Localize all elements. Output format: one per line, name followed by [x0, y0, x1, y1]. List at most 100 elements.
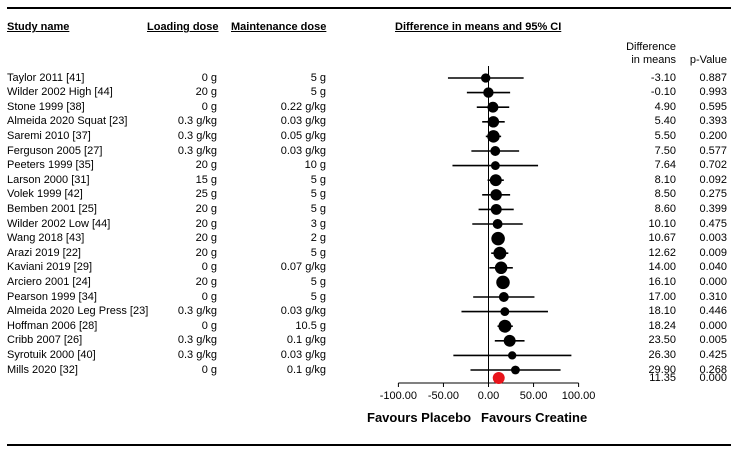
study-name: Wilder 2002 High [44] [7, 86, 113, 99]
x-tick-label: 0.00 [478, 390, 499, 402]
maintenance-dose: 5 g [310, 275, 326, 288]
study-point [490, 161, 500, 171]
maintenance-dose: 0.07 g/kg [280, 261, 326, 274]
difference-in-means: -0.10 [650, 86, 676, 99]
study-name: Bemben 2001 [25] [7, 202, 97, 215]
difference-in-means: 10.67 [648, 232, 676, 245]
difference-in-means: 7.50 [654, 144, 676, 157]
difference-in-means: 29.90 [648, 363, 676, 376]
header-loading-dose: Loading dose [147, 21, 219, 33]
header-plot-title: Difference in means and 95% CI [395, 21, 562, 33]
study-point [490, 189, 502, 201]
study-point [491, 231, 505, 246]
study-name: Almeida 2020 Squat [23] [7, 115, 128, 128]
study-name: Volek 1999 [42] [7, 188, 83, 201]
maintenance-dose: 10.5 g [295, 319, 326, 332]
p-value: 0.268 [699, 363, 727, 376]
study-point [487, 130, 500, 143]
p-value: 0.425 [699, 348, 727, 361]
difference-in-means: 8.50 [654, 188, 676, 201]
study-name: Stone 1999 [38] [7, 100, 85, 113]
maintenance-dose: 0.05 g/kg [280, 129, 326, 142]
maintenance-dose: 0.1 g/kg [286, 334, 326, 347]
loading-dose: 20 g [195, 202, 217, 215]
maintenance-dose: 5 g [310, 173, 326, 186]
p-value: 0.393 [699, 115, 727, 128]
p-value: 0.000 [699, 275, 727, 288]
p-value: 0.009 [699, 246, 727, 259]
study-point [483, 87, 494, 98]
p-value: 0.092 [699, 173, 727, 186]
loading-dose: 0.3 g/kg [177, 115, 217, 128]
difference-in-means: 8.10 [654, 173, 676, 186]
maintenance-dose: 0.03 g/kg [280, 115, 326, 128]
pooled-estimate-point [492, 372, 505, 384]
study-point [508, 351, 517, 360]
study-name: Hoffman 2006 [28] [7, 319, 98, 332]
loading-dose: 20 g [195, 232, 217, 245]
summary-difference: 11.35 [649, 371, 676, 384]
study-point [487, 116, 500, 128]
summary-p-value: 0.000 [699, 371, 727, 384]
p-value: 0.040 [699, 261, 727, 274]
p-value: 0.005 [699, 334, 727, 347]
loading-dose: 0 g [201, 363, 217, 376]
study-name: Ferguson 2005 [27] [7, 144, 103, 157]
maintenance-dose: 5 g [310, 246, 326, 259]
study-point [500, 307, 510, 317]
loading-dose: 0.3 g/kg [177, 129, 217, 142]
study-name: Wilder 2002 Low [44] [7, 217, 111, 230]
p-value: 0.446 [699, 305, 727, 318]
p-value: 0.000 [699, 319, 727, 332]
difference-in-means: 8.60 [654, 202, 676, 215]
loading-dose: 0 g [201, 261, 217, 274]
p-value: 0.595 [699, 100, 727, 113]
loading-dose: 0 g [201, 290, 217, 303]
study-point [487, 101, 499, 113]
maintenance-dose: 10 g [304, 159, 326, 172]
top-rule [7, 7, 731, 9]
study-point [498, 319, 512, 333]
study-name: Kaviani 2019 [29] [7, 261, 93, 274]
p-value: 0.003 [699, 232, 727, 245]
loading-dose: 0.3 g/kg [177, 305, 217, 318]
p-value: 0.887 [699, 71, 727, 84]
p-value: 0.577 [699, 144, 727, 157]
p-value: 0.475 [699, 217, 727, 230]
maintenance-dose: 5 g [310, 202, 326, 215]
study-name: Arciero 2001 [24] [7, 275, 91, 288]
study-name: Almeida 2020 Leg Press [23] [7, 305, 149, 318]
x-tick-label: -50.00 [428, 390, 459, 402]
loading-dose: 20 g [195, 217, 217, 230]
study-point [494, 261, 508, 275]
study-point [493, 246, 507, 260]
study-point [490, 146, 501, 156]
header-p-value: p-Value [689, 54, 727, 66]
maintenance-dose: 0.03 g/kg [280, 144, 326, 157]
loading-dose: 15 g [195, 173, 217, 186]
difference-in-means: 17.00 [648, 290, 676, 303]
difference-in-means: 4.90 [654, 100, 676, 113]
p-value: 0.399 [699, 202, 727, 215]
study-name: Taylor 2011 [41] [7, 71, 85, 84]
p-value: 0.702 [699, 159, 727, 172]
maintenance-dose: 2 g [310, 232, 326, 245]
difference-in-means: 18.24 [648, 319, 676, 332]
study-point [481, 73, 491, 83]
difference-in-means: 18.10 [648, 305, 676, 318]
maintenance-dose: 0.03 g/kg [280, 348, 326, 361]
study-name: Cribb 2007 [26] [7, 334, 83, 347]
maintenance-dose: 5 g [310, 86, 326, 99]
loading-dose: 20 g [195, 86, 217, 99]
study-point [492, 219, 503, 229]
loading-dose: 0.3 g/kg [177, 334, 217, 347]
study-name: Wang 2018 [43] [7, 232, 85, 245]
maintenance-dose: 5 g [310, 71, 326, 84]
maintenance-dose: 0.03 g/kg [280, 305, 326, 318]
study-name: Arazi 2019 [22] [7, 246, 81, 259]
study-name: Larson 2000 [31] [7, 173, 90, 186]
x-tick-label: 50.00 [520, 390, 548, 402]
p-value: 0.310 [699, 290, 727, 303]
header-diff-line1: Difference [626, 41, 676, 53]
